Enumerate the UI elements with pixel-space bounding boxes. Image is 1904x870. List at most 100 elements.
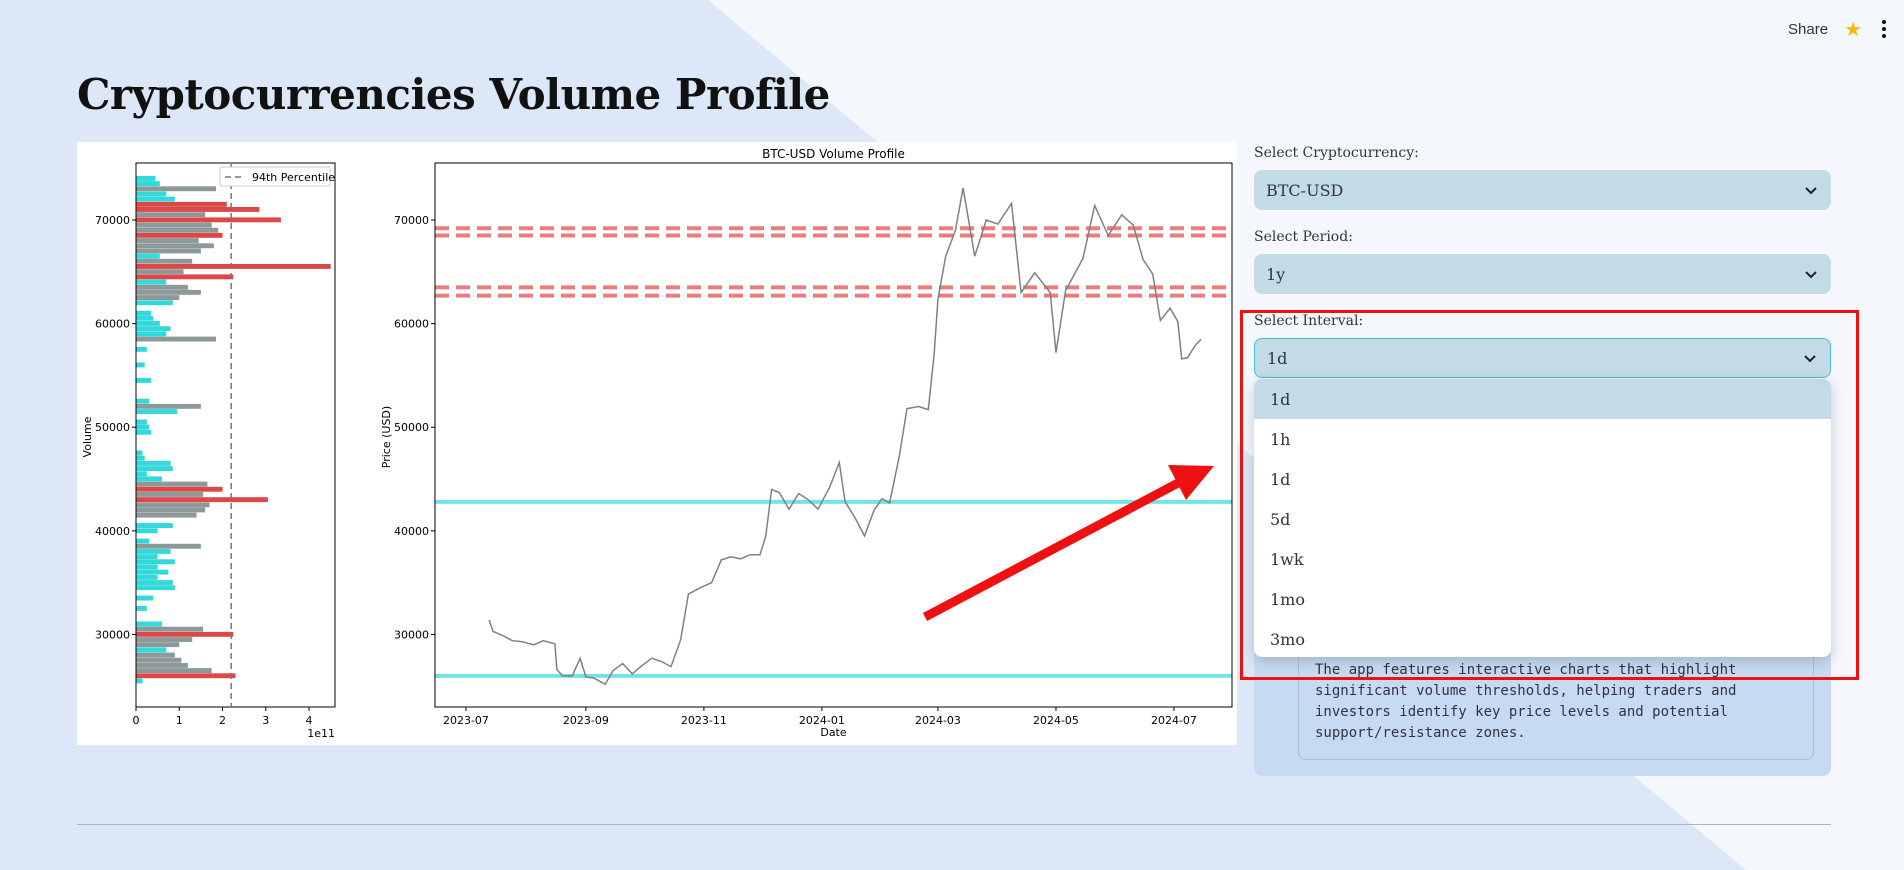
interval-option[interactable]: 1wk <box>1270 549 1304 569</box>
volume-bar <box>136 232 223 238</box>
price-series-line <box>488 187 1202 686</box>
volume-bar <box>136 310 152 316</box>
description-line: significant volume thresholds, helping t… <box>1315 683 1737 699</box>
volume-bar <box>136 222 212 228</box>
y-tick-label: 50000 <box>95 421 130 434</box>
volume-bar <box>136 455 145 461</box>
volume-bar <box>136 460 171 466</box>
period-select[interactable]: 1y <box>1254 254 1831 294</box>
x-tick-label: 2023-11 <box>681 714 727 727</box>
volume-bar <box>136 663 188 668</box>
x-tick-label: 2024-01 <box>799 714 845 727</box>
volume-bar <box>136 481 208 487</box>
y-tick-label: 40000 <box>394 525 429 538</box>
y-axis-label: Price (USD) <box>380 406 393 468</box>
description-line: investors identify key price levels and … <box>1315 704 1729 720</box>
volume-bar <box>136 279 167 285</box>
crypto-select[interactable]: BTC-USD <box>1254 170 1831 210</box>
x-exponent-label: 1e11 <box>307 727 335 740</box>
y-tick-label: 30000 <box>95 628 130 641</box>
volume-bar <box>136 295 180 300</box>
chart-title: BTC-USD Volume Profile <box>762 147 905 161</box>
volume-bar <box>136 346 147 352</box>
volume-bar <box>136 595 154 601</box>
volume-bar <box>136 181 160 186</box>
volume-bar <box>136 419 147 425</box>
volume-bar <box>136 331 167 337</box>
y-tick-label: 70000 <box>95 214 130 227</box>
volume-bar <box>136 642 180 648</box>
volume-bar <box>136 502 210 508</box>
volume-bar <box>136 403 201 409</box>
volume-bar <box>136 554 158 560</box>
volume-bar <box>136 398 149 404</box>
volume-bar <box>136 284 188 290</box>
volume-bar <box>136 652 175 658</box>
volume-bar <box>136 326 171 332</box>
x-tick-label: 4 <box>306 714 313 727</box>
interval-option[interactable]: 3mo <box>1270 629 1305 649</box>
volume-bar <box>136 201 227 207</box>
description-line: The app features interactive charts that… <box>1315 662 1737 678</box>
volume-bar <box>136 668 212 673</box>
volume-bar <box>136 569 169 575</box>
interval-option[interactable]: 1d <box>1270 469 1291 489</box>
crypto-select-label: Select Cryptocurrency: <box>1254 145 1419 161</box>
x-tick-label: 2024-03 <box>915 714 961 727</box>
interval-option[interactable]: 1mo <box>1270 589 1305 609</box>
interval-option[interactable]: 5d <box>1270 509 1291 529</box>
volume-bar <box>136 647 167 653</box>
bottom-divider <box>77 824 1831 825</box>
volume-bar <box>136 512 197 518</box>
volume-bar <box>136 409 178 414</box>
interval-option[interactable]: 1h <box>1270 429 1291 449</box>
x-tick-label: 2024-07 <box>1151 714 1197 727</box>
volume-bar <box>136 507 206 513</box>
volume-bar <box>136 274 234 280</box>
volume-bar <box>136 321 160 326</box>
top-toolbar: Share ★ <box>1788 18 1890 40</box>
volume-bar <box>136 300 173 306</box>
volume-bar <box>136 196 175 202</box>
volume-profile-chart: 0 1 2 3 4 30000 40000 50000 60000 70000 1e11 Volume… <box>81 147 1233 740</box>
x-tick-label: 3 <box>262 714 269 727</box>
volume-bar <box>136 580 173 585</box>
interval-select[interactable]: 1d <box>1254 338 1831 378</box>
volume-bar <box>136 253 160 259</box>
interval-option[interactable]: 1d <box>1254 379 1831 419</box>
volume-bar <box>136 424 149 430</box>
interval-dropdown-menu: 1d 1h 1d 5d 1wk 1mo 3mo <box>1254 379 1831 657</box>
kebab-menu-icon[interactable] <box>1878 18 1890 40</box>
volume-bar <box>136 574 158 580</box>
volume-bar <box>136 212 206 218</box>
volume-bar <box>136 543 201 549</box>
y-tick-label: 60000 <box>95 318 130 331</box>
volume-bar <box>136 289 201 295</box>
legend-box <box>219 166 331 187</box>
x-tick-label: 2024-05 <box>1033 714 1079 727</box>
volume-bar <box>136 466 173 471</box>
x-tick-label: 2023-09 <box>563 714 609 727</box>
volume-bar <box>136 429 152 435</box>
volume-bar <box>136 486 223 492</box>
volume-bar <box>136 621 162 627</box>
x-tick-label: 2 <box>219 714 226 727</box>
description-line: support/resistance zones. <box>1315 725 1526 741</box>
x-axis-label: Date <box>820 726 847 739</box>
legend-label: 94th Percentile <box>252 171 335 184</box>
volume-bar <box>136 678 143 684</box>
x-tick-label: 0 <box>133 714 140 727</box>
period-select-label: Select Period: <box>1254 229 1353 245</box>
description-code-block: The app features interactive charts that… <box>1298 640 1814 760</box>
y-tick-label: 50000 <box>394 421 429 434</box>
volume-bar <box>136 450 143 456</box>
volume-bar <box>136 492 204 497</box>
right-axes-frame <box>434 162 1233 708</box>
share-button[interactable]: Share <box>1788 20 1829 38</box>
star-icon[interactable]: ★ <box>1844 17 1862 41</box>
left-y-axis-label: Volume <box>81 416 94 457</box>
volume-bar <box>136 227 219 233</box>
interval-select-label: Select Interval: <box>1254 313 1364 329</box>
volume-bar <box>136 606 147 611</box>
volume-bar <box>136 217 281 223</box>
